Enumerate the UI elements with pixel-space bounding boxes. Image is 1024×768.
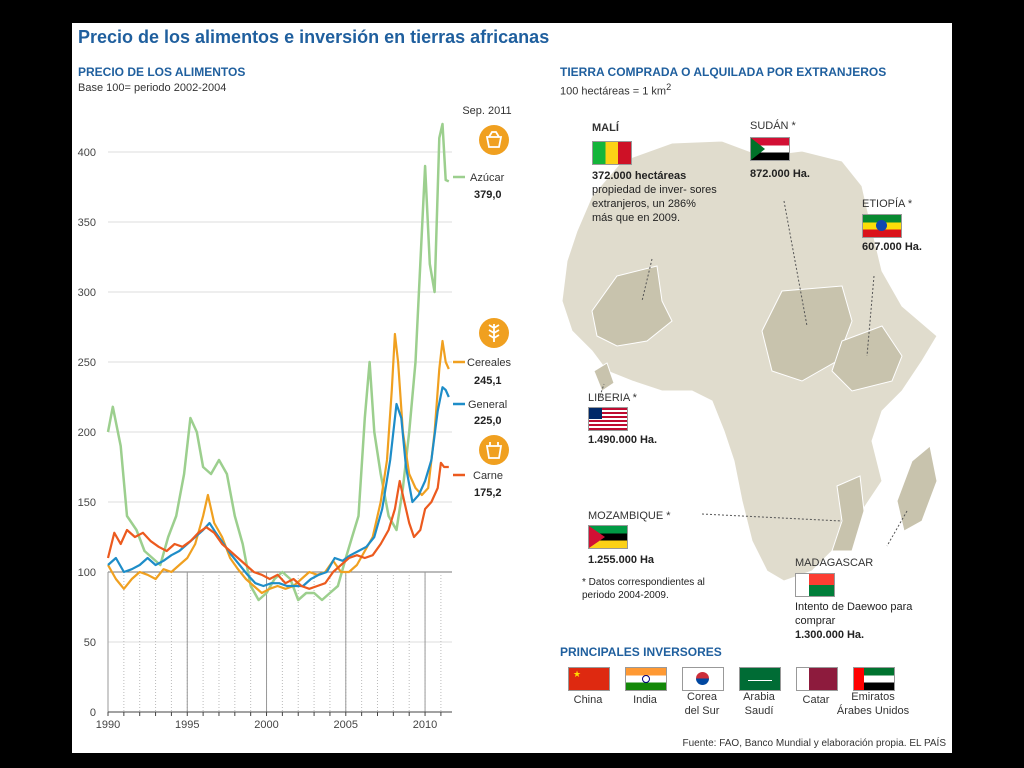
legend-carne-name: Carne xyxy=(473,470,503,482)
footnote: * Datos correspondientes al periodo 2004… xyxy=(582,577,705,601)
saudi-flag-icon xyxy=(739,667,781,691)
sudan-value: 872.000 Ha. xyxy=(750,168,810,180)
investor-korea: Corea del Sur xyxy=(684,691,720,717)
china-flag-icon: ★ xyxy=(568,667,610,691)
series-line-3 xyxy=(107,386,450,588)
y-tick-label: 400 xyxy=(78,147,96,159)
x-tick-label: 1995 xyxy=(175,719,199,731)
y-tick-label: 250 xyxy=(78,357,96,369)
ethiopia-shape xyxy=(831,325,903,392)
mozambique-value: 1.255.000 Ha xyxy=(588,554,655,566)
legend-general: General 225,0 xyxy=(453,399,507,427)
liberia-label: LIBERIA * xyxy=(588,392,637,404)
investor-china: China xyxy=(573,694,603,706)
date-label: Sep. 2011 xyxy=(462,105,511,117)
x-tick-label: 2000 xyxy=(254,719,278,731)
food-price-chart: 1990 1995 2000 2005 2010 0 50 100 150 200 250 300 3… xyxy=(78,105,512,731)
y-tick-label: 0 xyxy=(90,707,96,719)
legend-azucar: Azúcar 379,0 xyxy=(453,172,505,201)
investor-saudi: Arabia Saudí xyxy=(743,691,775,717)
mali-shape xyxy=(591,265,673,347)
madagascar-label: MADAGASCAR xyxy=(795,557,874,569)
chart-heading: PRECIO DE LOS ALIMENTOS xyxy=(78,65,246,79)
x-axis: 1990 1995 2000 2005 2010 xyxy=(96,711,452,731)
madagascar-shape xyxy=(896,445,938,532)
y-tick-label: 300 xyxy=(78,287,96,299)
india-flag-icon xyxy=(625,667,667,691)
sudan-shape xyxy=(761,285,853,382)
liberia-shape xyxy=(593,362,615,392)
chart-grid xyxy=(107,151,452,713)
korea-flag-icon xyxy=(682,667,724,691)
series-line-4 xyxy=(106,461,449,590)
y-tick-label: 150 xyxy=(78,497,96,509)
y-tick-label: 100 xyxy=(78,567,96,579)
investors-heading: PRINCIPALES INVERSORES xyxy=(560,645,722,659)
series-line-2 xyxy=(107,332,450,595)
legend-azucar-name: Azúcar xyxy=(470,172,505,184)
legend-carne: Carne 175,2 xyxy=(453,470,503,499)
x-tick-label: 2010 xyxy=(413,719,437,731)
liberia-value: 1.490.000 Ha. xyxy=(588,434,658,446)
legend-azucar-value: 379,0 xyxy=(474,189,502,201)
meat-icon xyxy=(479,435,509,465)
liberia-flag-icon xyxy=(588,407,628,431)
chart-subheading: Base 100= periodo 2002-2004 xyxy=(78,82,227,94)
uae-flag-icon xyxy=(853,667,895,691)
africa-map xyxy=(561,140,938,582)
mozambique-flag-icon xyxy=(588,525,628,549)
sudan-label: SUDÁN * xyxy=(750,120,796,132)
legend-cereales-name: Cereales xyxy=(467,357,512,369)
madagascar-info: Intento de Daewoo para comprar 1.300.000 … xyxy=(795,601,913,641)
legend-cereales: Cereales 245,1 xyxy=(453,357,512,387)
legend-general-name: General xyxy=(468,399,507,411)
series-line-1 xyxy=(106,122,450,602)
mali-label: MALÍ xyxy=(592,122,619,134)
investor-uae: Emiratos Árabes Unidos xyxy=(836,691,910,717)
sugar-bag-icon xyxy=(479,125,509,155)
investor-qatar: Catar xyxy=(802,694,830,706)
series-lines xyxy=(106,122,450,602)
mali-info: 372.000 hectáreas propiedad de inver- sor… xyxy=(592,170,717,224)
mozambique-label: MOZAMBIQUE * xyxy=(588,510,671,522)
qatar-flag-icon xyxy=(796,667,838,691)
mali-flag-icon xyxy=(592,141,632,165)
sudan-flag-icon xyxy=(750,137,790,161)
map-heading: TIERRA COMPRADA O ALQUILADA POR EXTRANJE… xyxy=(560,65,887,79)
source-note: Fuente: FAO, Banco Mundial y elaboración… xyxy=(682,738,946,749)
ethiopia-label: ETIOPÍA * xyxy=(862,198,913,210)
y-tick-label: 200 xyxy=(78,427,96,439)
madagascar-flag-icon xyxy=(795,573,835,597)
y-tick-label: 50 xyxy=(84,637,96,649)
page-title: Precio de los alimentos e inversión en t… xyxy=(78,27,550,47)
legend-carne-value: 175,2 xyxy=(474,487,502,499)
ethiopia-value: 607.000 Ha. xyxy=(862,241,922,253)
x-tick-label: 2005 xyxy=(334,719,358,731)
infographic-panel: Precio de los alimentos e inversión en t… xyxy=(72,23,952,753)
wheat-icon xyxy=(479,318,509,348)
investor-india: India xyxy=(633,694,657,706)
legend-general-value: 225,0 xyxy=(474,415,502,427)
ethiopia-flag-icon xyxy=(862,214,902,238)
legend-cereales-value: 245,1 xyxy=(474,375,502,387)
map-scale: 100 hectáreas = 1 km2 xyxy=(560,82,672,98)
y-tick-label: 350 xyxy=(78,217,96,229)
x-tick-label: 1990 xyxy=(96,719,120,731)
y-axis: 0 50 100 150 200 250 300 350 400 xyxy=(78,147,96,719)
